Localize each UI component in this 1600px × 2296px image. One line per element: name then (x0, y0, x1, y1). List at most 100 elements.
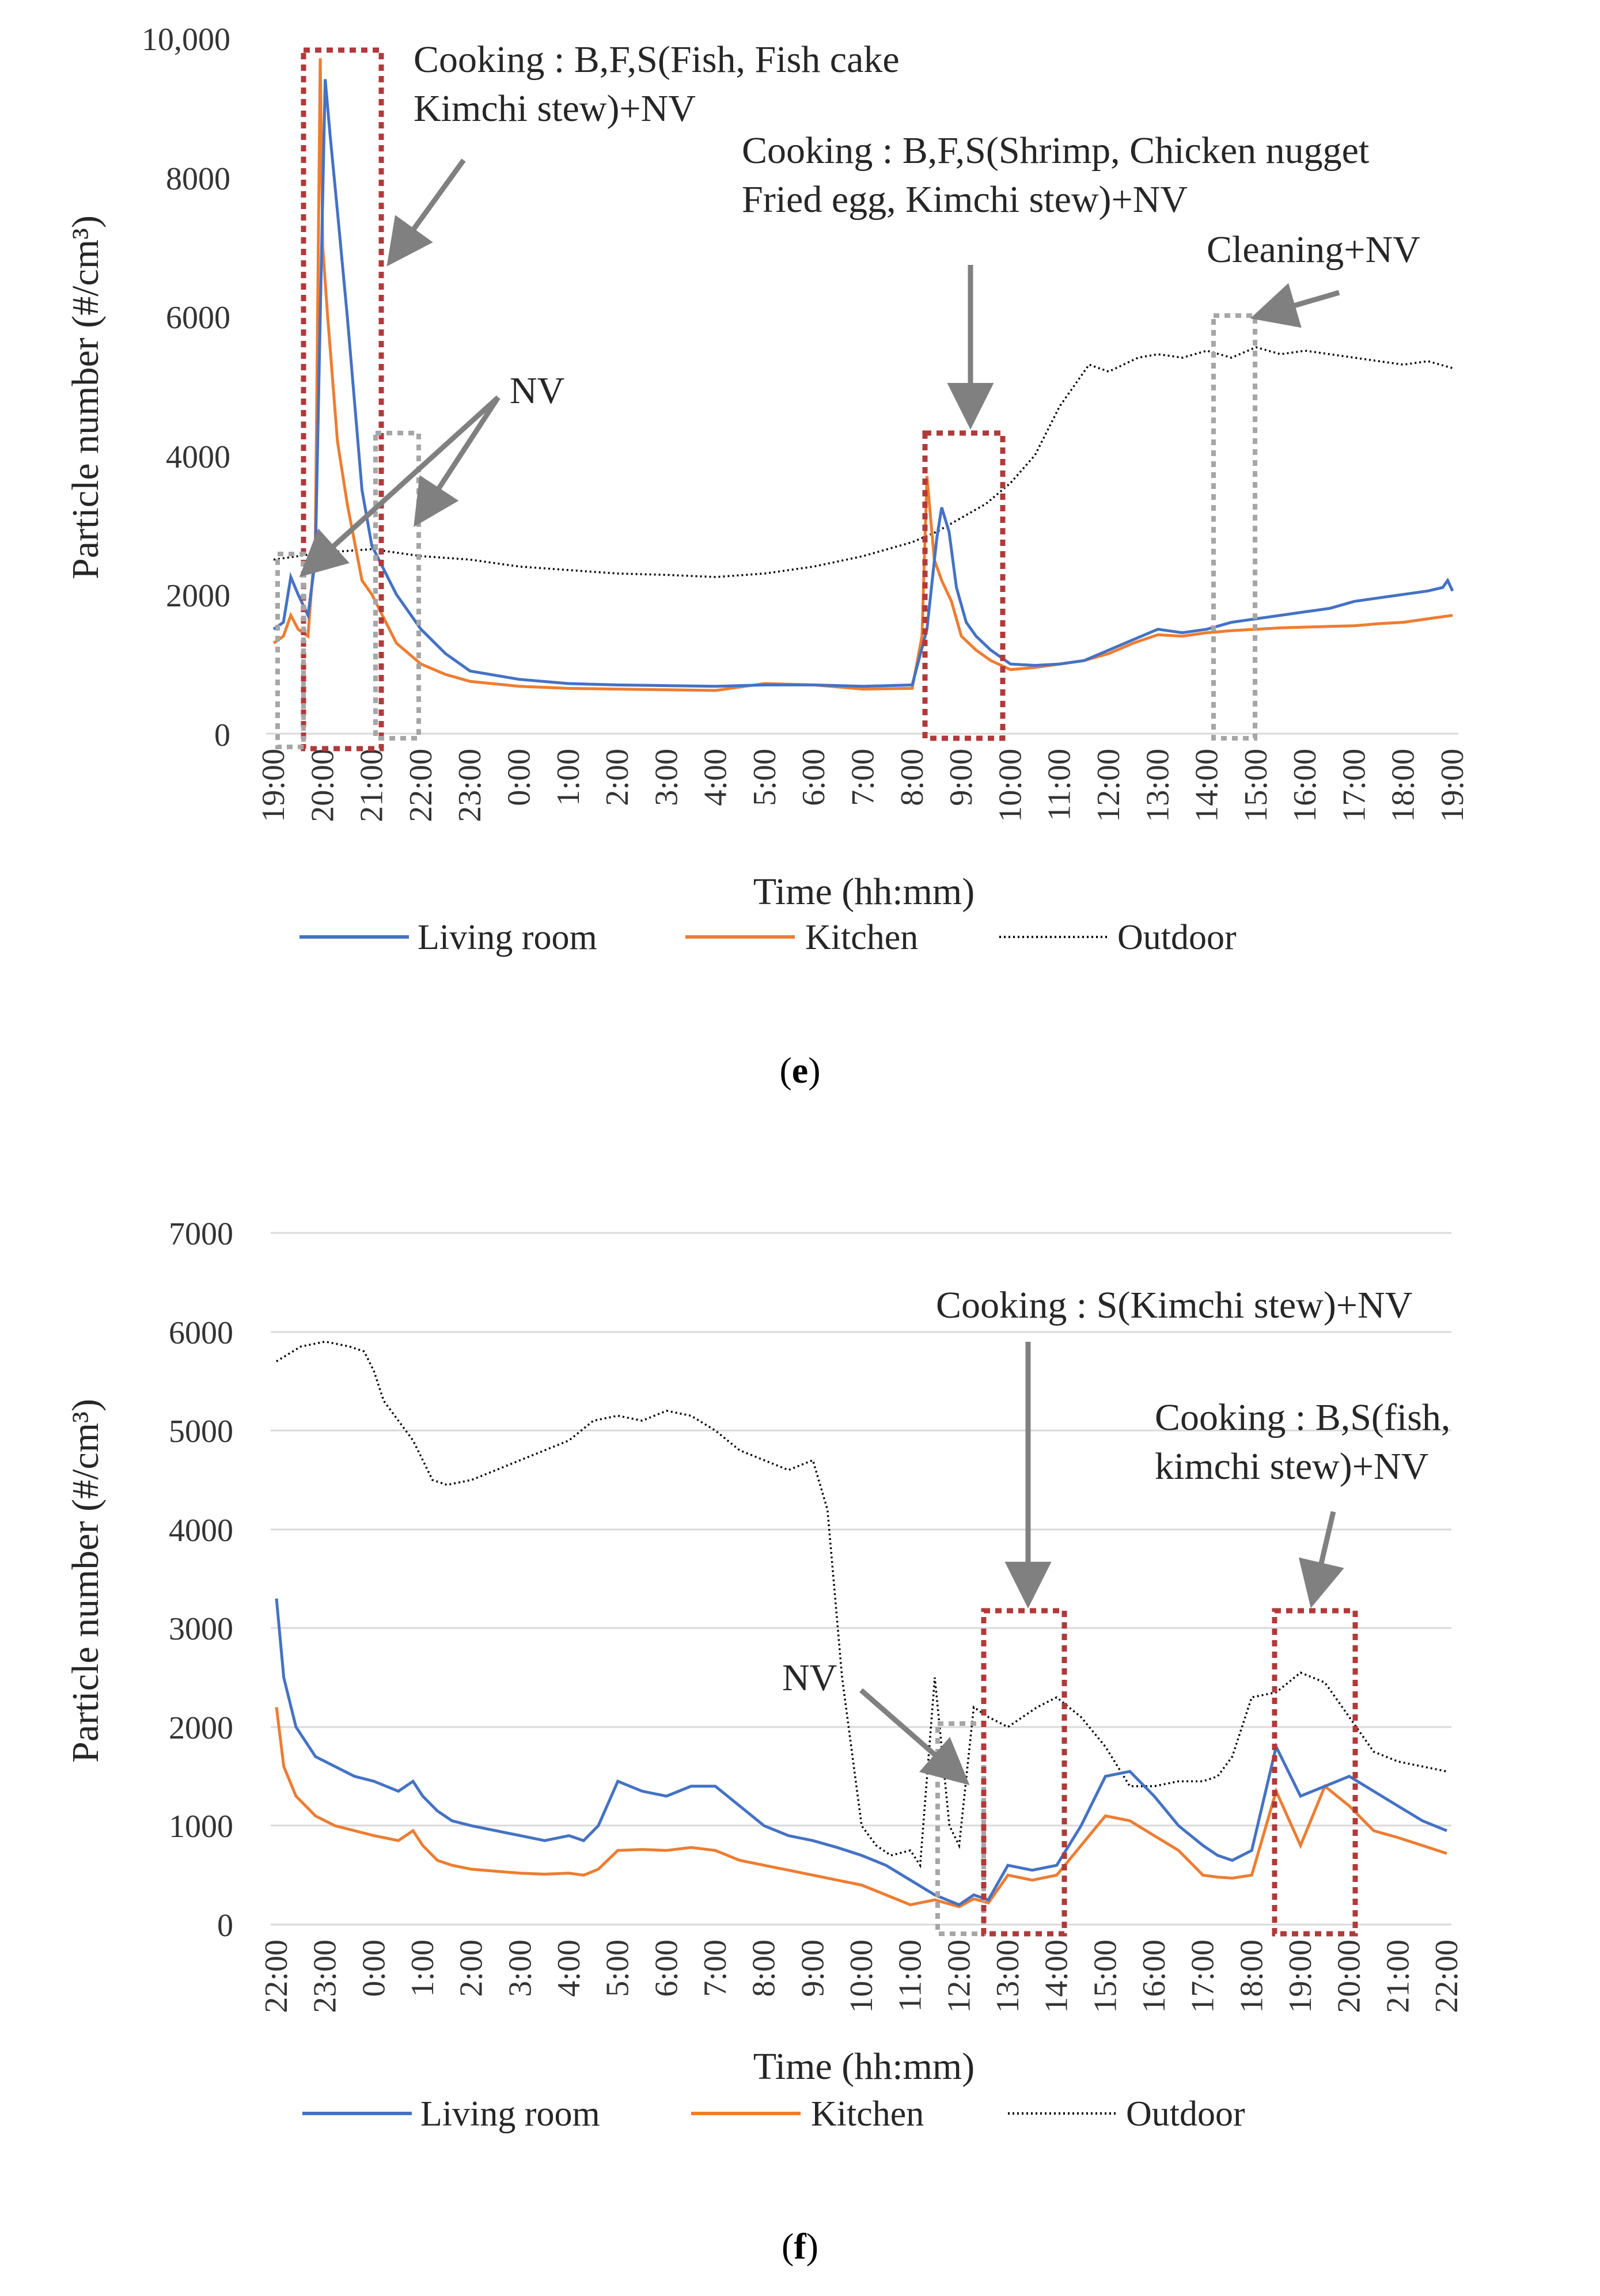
chart-f-legend-label-living-room: Living room (420, 2094, 600, 2134)
chart-e-x-tick: 14:00 (1189, 749, 1225, 822)
panel-label-f-open: ( (782, 2226, 794, 2267)
panel-label-e-letter: e (792, 1050, 808, 1091)
chart-e-x-tick: 15:00 (1238, 749, 1274, 822)
chart-e-y-tick: 8000 (166, 161, 230, 197)
chart-f-y-tick: 5000 (169, 1414, 233, 1449)
chart-e-x-tick: 17:00 (1336, 749, 1372, 822)
chart-f-x-tick: 16:00 (1136, 1940, 1172, 2013)
chart-e-x-tick: 23:00 (452, 749, 488, 822)
chart-f-x-tick: 4:00 (551, 1940, 587, 1997)
chart-e-series-outdoor (273, 346, 1453, 578)
chart-e-y-tick: 6000 (166, 300, 230, 336)
chart-e-x-axis-title: Time (hh:mm) (753, 871, 975, 913)
chart-e-y-tick: 4000 (166, 439, 230, 475)
chart-f-x-tick: 22:00 (259, 1940, 294, 2013)
chart-f-y-tick: 4000 (169, 1513, 233, 1549)
chart-f-x-tick: 10:00 (844, 1940, 879, 2013)
chart-e-annotation-nv: NV (510, 370, 564, 412)
chart-f-living-room-line (275, 1598, 1447, 1907)
chart-f-x-ticks: 22:00 23:00 0:00 1:00 2:00 3:00 4:00 5:00 6:00 7:… (259, 1940, 1465, 2013)
chart-f-x-axis-title: Time (hh:mm) (753, 2045, 975, 2088)
chart-f-annotation-line: kimchi stew)+NV (1155, 1445, 1428, 1487)
chart-f-x-tick: 1:00 (405, 1940, 441, 1997)
chart-e-annotation-line: Fried egg, Kimchi stew)+NV (742, 179, 1188, 221)
chart-e-x-tick: 6:00 (796, 749, 832, 806)
chart-e-x-tick: 5:00 (747, 749, 783, 806)
chart-e-annotation-cooking-2: Cooking : B,F,S(Shrimp, Chicken nugget F… (742, 130, 1379, 221)
chart-f-y-tick: 2000 (169, 1710, 233, 1746)
chart-f-outdoor-line (276, 1340, 1447, 1869)
panel-label-e-close: ) (808, 1050, 820, 1091)
chart-e-x-tick: 19:00 (256, 749, 291, 822)
chart-f-x-tick: 20:00 (1332, 1940, 1367, 2013)
chart-e-x-tick: 20:00 (305, 749, 340, 822)
chart-f-x-tick: 11:00 (893, 1940, 928, 2012)
chart-f-series-outdoor (276, 1340, 1447, 1869)
chart-e-box-cooking-2 (922, 430, 1006, 741)
chart-f-y-tick: 0 (217, 1908, 233, 1944)
chart-e-x-tick: 3:00 (649, 749, 684, 806)
chart-e-x-tick: 11:00 (1042, 749, 1078, 821)
chart-e-kitchen-line (272, 58, 1453, 692)
chart-e-x-tick: 8:00 (894, 749, 930, 806)
chart-e-legend: Living room Kitchen Outdoor (299, 918, 1237, 957)
chart-f-kitchen-line (275, 1707, 1447, 1908)
chart-e-x-tick: 18:00 (1386, 749, 1421, 822)
chart-e-annotation-line: Cooking : B,F,S(Shrimp, Chicken nugget (742, 130, 1369, 172)
chart-f-x-tick: 19:00 (1283, 1940, 1318, 2013)
chart-f-x-tick: 22:00 (1429, 1940, 1465, 2013)
chart-e-x-ticks: 19:00 20:00 21:00 22:00 23:00 0:00 1:00 2:00 3:0… (256, 749, 1470, 822)
chart-f-x-tick: 18:00 (1234, 1940, 1269, 2013)
chart-f-legend: Living room Kitchen Outdoor (302, 2094, 1245, 2134)
chart-e-x-tick: 19:00 (1435, 749, 1470, 822)
chart-f-annotation-cooking-1: Cooking : S(Kimchi stew)+NV (936, 1284, 1412, 1326)
chart-e-x-tick: 2:00 (600, 749, 635, 806)
chart-f-y-axis-title: Particle number (#/cm³) (65, 1399, 107, 1763)
chart-f-x-tick: 14:00 (1039, 1940, 1075, 2013)
chart-f-y-ticks: 0 1000 2000 3000 4000 5000 6000 7000 (169, 1216, 233, 1944)
chart-e-x-tick: 9:00 (943, 749, 979, 806)
chart-e-y-tick: 2000 (166, 578, 230, 614)
chart-e-legend-label-kitchen: Kitchen (805, 918, 918, 957)
chart-f-y-tick: 1000 (169, 1809, 233, 1845)
chart-e-series-living-room (272, 79, 1454, 688)
chart-f-x-tick: 21:00 (1380, 1940, 1416, 2013)
chart-e-arrow-nv-right (414, 396, 501, 527)
chart-f-x-tick: 0:00 (356, 1940, 392, 1997)
chart-f-box-cooking-1 (981, 1608, 1067, 1937)
chart-e-x-tick: 0:00 (502, 749, 537, 806)
chart-f-x-tick: 6:00 (649, 1940, 684, 1997)
chart-f-series-kitchen (275, 1707, 1447, 1908)
chart-f-x-tick: 5:00 (600, 1940, 636, 1997)
chart-f: 0 1000 2000 3000 4000 5000 6000 7000 Par… (65, 1216, 1465, 2267)
chart-e-y-axis-title: Particle number (#/cm³) (65, 215, 107, 579)
chart-f-legend-label-kitchen: Kitchen (811, 2094, 924, 2134)
panel-label-f-letter: f (794, 2226, 806, 2267)
chart-f-box-cooking-2 (1272, 1608, 1358, 1937)
chart-e-annotation-line: Kimchi stew)+NV (414, 88, 696, 130)
chart-e-x-tick: 10:00 (992, 749, 1028, 822)
chart-e-x-tick: 12:00 (1091, 749, 1127, 822)
chart-f-x-tick: 7:00 (697, 1940, 733, 1997)
chart-e-legend-label-outdoor: Outdoor (1117, 918, 1237, 957)
chart-e-y-ticks: 0 2000 4000 6000 8000 10,000 (142, 22, 230, 753)
chart-e-box-nv-1 (275, 552, 306, 749)
chart-e-y-tick: 10,000 (142, 22, 230, 58)
chart-e: 0 2000 4000 6000 8000 10,000 Particle nu… (65, 22, 1470, 1091)
chart-e-annotation-line: Cooking : B,F,S(Fish, Fish cake (414, 39, 900, 81)
chart-f-y-tick: 6000 (169, 1315, 233, 1351)
chart-f-arrow-cooking-2 (1298, 1511, 1344, 1608)
chart-f-legend-label-outdoor: Outdoor (1126, 2094, 1245, 2134)
chart-e-series-kitchen (272, 58, 1453, 692)
chart-f-x-tick: 13:00 (990, 1940, 1026, 2013)
panel-label-e-open: ( (779, 1050, 791, 1091)
chart-e-x-tick: 1:00 (551, 749, 586, 806)
chart-e-x-tick: 7:00 (846, 749, 881, 806)
panel-label-e: (e) (779, 1050, 820, 1091)
chart-e-arrow-cooking-1 (386, 158, 466, 267)
chart-f-annotation-line: Cooking : B,S(fish, (1155, 1396, 1450, 1439)
chart-e-outdoor-line (273, 346, 1453, 578)
chart-e-box-cleaning (1211, 313, 1257, 741)
chart-f-gridlines (271, 1232, 1451, 1926)
